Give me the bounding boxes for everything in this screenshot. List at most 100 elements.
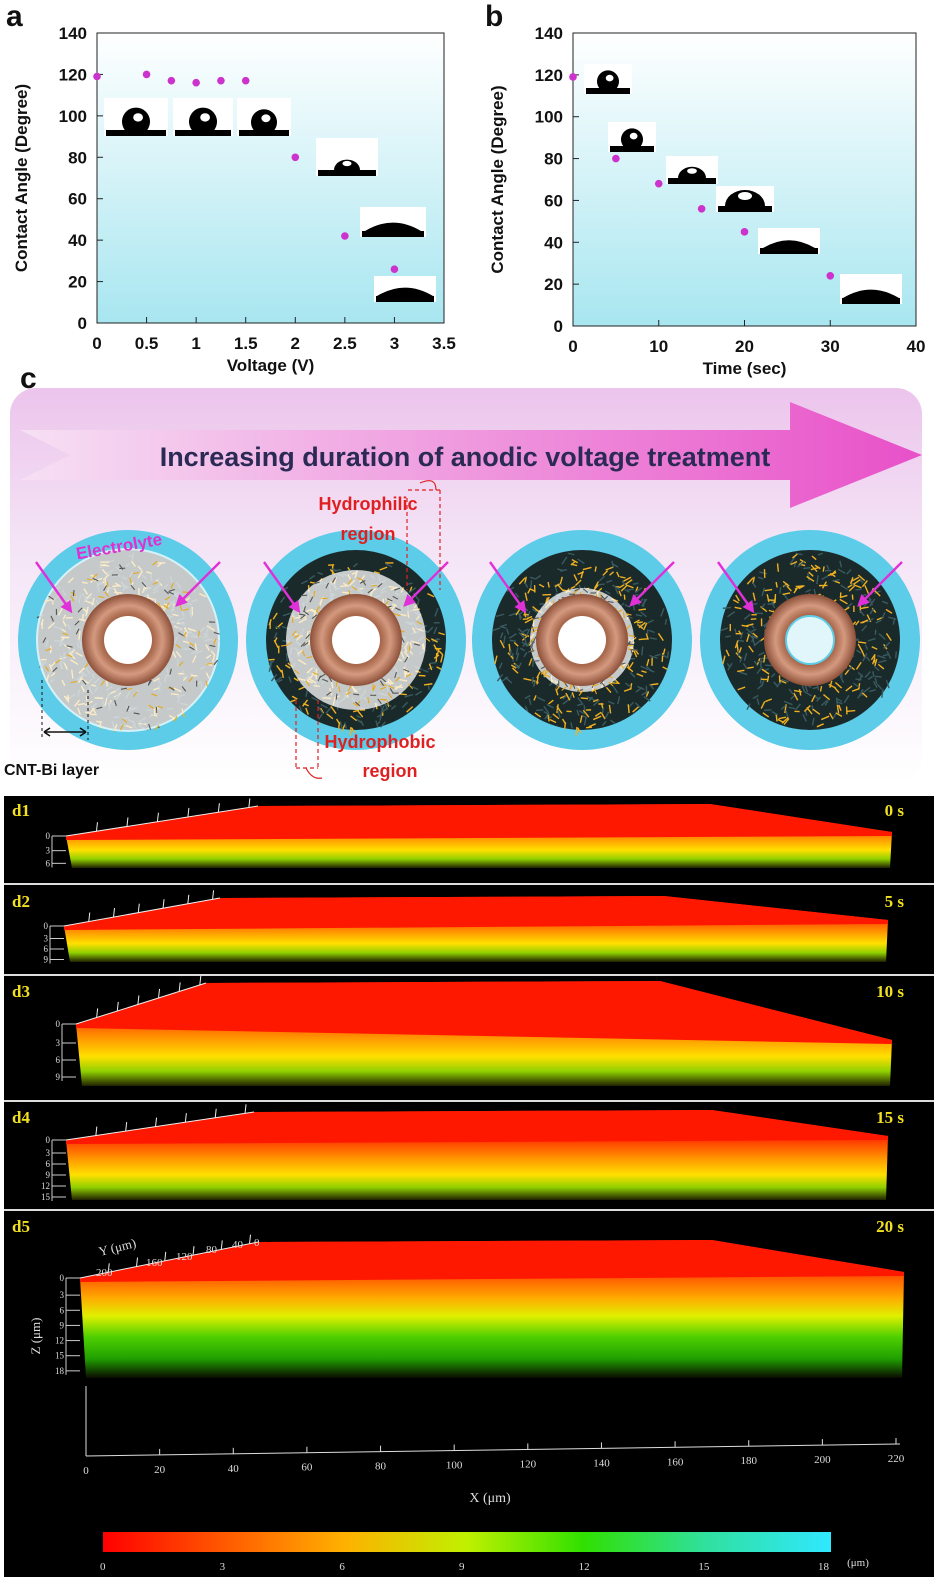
- fiber: [148, 723, 152, 730]
- substrate: [376, 296, 434, 302]
- electrode-core: [785, 615, 835, 665]
- fiber: [428, 663, 433, 671]
- fiber: [537, 696, 546, 702]
- hydrophilic-label-2: region: [340, 524, 395, 544]
- fiber: [885, 608, 893, 614]
- fiber: [863, 686, 871, 693]
- surface-top-face: [64, 896, 888, 930]
- data-point: [390, 265, 399, 273]
- fiber: [205, 680, 208, 687]
- electrode-cross-section: [472, 530, 692, 750]
- fiber: [375, 720, 379, 728]
- fiber: [84, 662, 90, 668]
- fiber: [422, 669, 429, 673]
- fiber: [776, 680, 783, 687]
- colorbar-tick-label: 12: [579, 1561, 590, 1573]
- y-tick: [136, 1257, 139, 1267]
- fiber: [725, 635, 731, 638]
- electrolyte-arrowhead: [742, 600, 755, 614]
- fiber: [574, 588, 581, 592]
- fiber: [738, 671, 748, 676]
- fiber: [848, 664, 856, 671]
- fiber: [592, 699, 600, 707]
- fiber: [734, 606, 742, 610]
- fiber: [758, 651, 765, 656]
- fiber: [620, 585, 627, 592]
- droplet-inset: [840, 274, 902, 304]
- fiber: [820, 699, 828, 707]
- fiber: [630, 683, 633, 690]
- fiber: [625, 682, 632, 688]
- fiber: [423, 683, 433, 686]
- fiber: [838, 704, 842, 712]
- fiber: [268, 619, 272, 626]
- fiber: [795, 552, 803, 556]
- fiber: [345, 691, 352, 696]
- fiber: [875, 675, 882, 678]
- layer-width-marker: [41, 680, 89, 740]
- fiber: [291, 630, 297, 636]
- fiber: [795, 585, 805, 588]
- fiber: [877, 654, 886, 659]
- surface-top-face: [66, 1110, 888, 1144]
- z-tick-label: 0: [46, 1135, 51, 1145]
- fiber: [75, 628, 80, 635]
- fiber: [757, 576, 764, 580]
- z-tick-label: 3: [46, 1148, 51, 1158]
- y-tick-label: 40: [232, 1239, 244, 1251]
- fiber: [534, 712, 542, 718]
- fiber: [352, 702, 359, 707]
- fiber: [819, 685, 823, 692]
- fiber: [892, 619, 896, 625]
- fiber: [381, 677, 387, 683]
- fiber: [579, 715, 583, 723]
- fiber: [612, 584, 621, 591]
- z-tick-label: 6: [44, 944, 49, 954]
- fiber: [583, 705, 586, 711]
- panel-label: d1: [12, 801, 30, 820]
- fiber: [582, 715, 588, 719]
- fiber: [213, 638, 217, 645]
- fiber: [279, 596, 286, 603]
- fiber: [313, 590, 316, 597]
- electrolyte-arrowhead: [403, 594, 416, 607]
- data-point: [341, 232, 349, 240]
- fiber: [855, 678, 862, 681]
- x-axis-label: Voltage (V): [227, 356, 315, 375]
- fiber: [499, 623, 508, 628]
- fiber: [430, 638, 438, 643]
- fiber: [634, 702, 642, 709]
- fiber: [610, 681, 620, 685]
- fiber: [743, 652, 748, 661]
- fiber: [817, 552, 824, 556]
- panel-a: 0 20 40 60 80 100 120 140 0 0.5 1 1.5 2 2.5 3 3.5 Voltag…: [12, 24, 456, 375]
- fiber: [532, 606, 540, 613]
- fiber: [785, 709, 789, 718]
- fiber: [624, 604, 631, 608]
- fiber: [311, 614, 318, 619]
- fiber: [737, 639, 745, 643]
- fiber: [760, 701, 766, 709]
- fiber: [529, 580, 533, 589]
- droplet-highlight: [261, 114, 271, 123]
- fiber: [92, 573, 98, 579]
- fiber: [169, 686, 175, 691]
- fiber: [302, 699, 309, 707]
- fiber: [298, 686, 305, 691]
- fiber: [499, 639, 505, 649]
- fiber: [620, 576, 626, 579]
- x-tick-label: 1: [191, 334, 200, 353]
- fiber: [502, 635, 506, 645]
- fiber: [326, 713, 334, 720]
- fiber: [547, 581, 550, 588]
- fiber: [625, 579, 633, 585]
- y-tick-label: 100: [535, 108, 563, 127]
- fiber: [305, 680, 310, 687]
- fiber: [213, 659, 219, 666]
- y-tick: [88, 912, 91, 922]
- colorbar: [103, 1532, 831, 1552]
- fiber: [356, 577, 363, 581]
- time-label: 0 s: [885, 801, 905, 820]
- y-tick: [96, 1008, 99, 1018]
- fiber: [593, 688, 598, 695]
